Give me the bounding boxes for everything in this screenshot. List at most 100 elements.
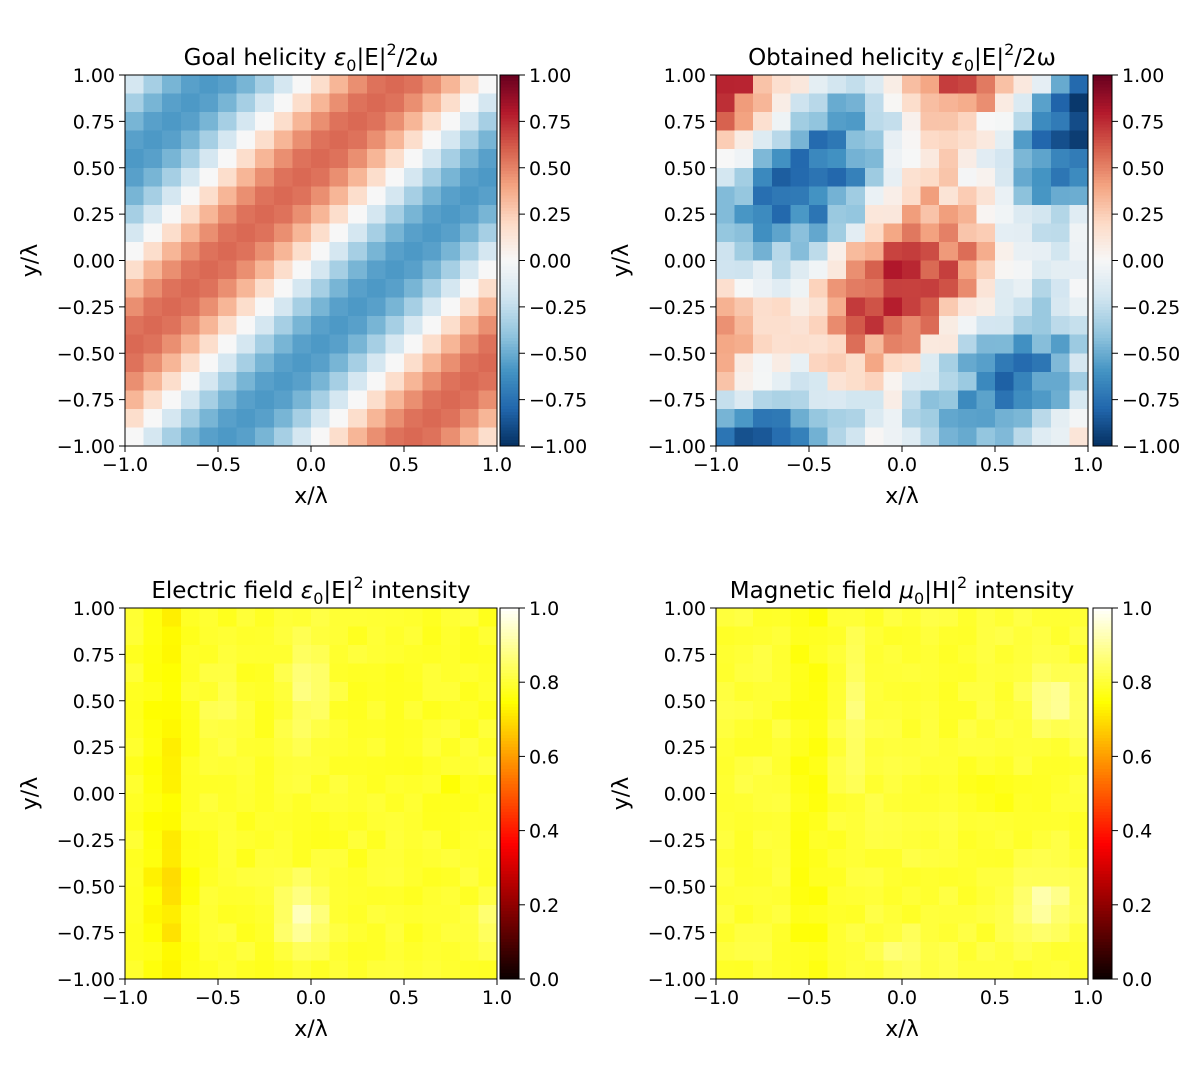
heatmap-cell xyxy=(255,93,275,113)
heatmap-cell xyxy=(734,353,754,373)
colorbar-segment xyxy=(500,430,519,435)
heatmap-cell xyxy=(218,941,237,961)
colorbar-segment xyxy=(500,719,519,723)
heatmap-cell xyxy=(236,112,256,132)
heatmap-cell xyxy=(846,390,866,410)
heatmap-cell xyxy=(422,719,442,739)
heatmap-cell xyxy=(790,279,810,298)
heatmap-cell xyxy=(1050,700,1070,720)
heatmap-cell xyxy=(273,719,293,739)
heatmap-cell xyxy=(883,737,903,757)
colorbar-segment xyxy=(1093,195,1112,200)
heatmap-cell xyxy=(329,774,349,794)
heatmap-cell xyxy=(864,867,884,887)
heatmap-cell xyxy=(883,663,903,683)
heatmap-cell xyxy=(292,241,312,261)
heatmap-cell xyxy=(827,112,847,132)
heatmap-cell xyxy=(273,626,293,646)
heatmap-cell xyxy=(1032,75,1052,94)
heatmap-cell xyxy=(1050,75,1070,94)
heatmap-cell xyxy=(846,867,866,887)
heatmap-cell xyxy=(1032,279,1052,298)
colorbar-segment xyxy=(1093,78,1112,82)
heatmap-cell xyxy=(329,353,349,373)
heatmap-cell xyxy=(995,608,1014,627)
colorbar-segment xyxy=(1093,356,1112,360)
heatmap-cell xyxy=(255,941,275,961)
heatmap-cell xyxy=(1032,626,1052,646)
heatmap-cell xyxy=(311,626,330,646)
heatmap-cell xyxy=(273,149,293,169)
heatmap-cell xyxy=(734,260,754,280)
colorbar-segment xyxy=(500,232,519,237)
heatmap-cell xyxy=(976,756,996,776)
heatmap-cell xyxy=(236,645,256,665)
heatmap-cell xyxy=(311,353,330,373)
heatmap-cell xyxy=(846,626,866,646)
y-tick-label: 0.50 xyxy=(664,158,706,180)
colorbar-segment xyxy=(500,765,519,770)
heatmap-cell xyxy=(162,408,182,428)
heatmap-cell xyxy=(218,812,237,831)
heatmap-cell xyxy=(790,353,810,373)
heatmap-cell xyxy=(218,923,237,943)
heatmap-cell xyxy=(902,204,921,224)
heatmap-cell xyxy=(311,241,330,261)
colorbar-segment xyxy=(1093,331,1112,336)
colorbar-segment xyxy=(500,427,519,432)
colorbar-segment xyxy=(500,793,519,798)
heatmap-cell xyxy=(441,186,461,206)
colorbar-segment xyxy=(1093,105,1112,110)
colorbar-segment xyxy=(500,889,519,893)
heatmap-cell xyxy=(311,390,330,410)
colorbar-segment xyxy=(500,297,519,302)
heatmap-cell xyxy=(348,830,368,850)
colorbar-segment xyxy=(1093,759,1112,764)
heatmap-cell xyxy=(311,204,330,224)
heatmap-cell xyxy=(180,75,200,94)
heatmap-cell xyxy=(995,186,1014,206)
heatmap-cell xyxy=(459,334,479,354)
heatmap-cell xyxy=(218,204,237,224)
heatmap-cell xyxy=(478,408,498,428)
heatmap-cell xyxy=(827,756,847,776)
heatmap-cell xyxy=(902,93,921,113)
heatmap-cell xyxy=(273,130,293,150)
colorbar-segment xyxy=(1093,149,1112,153)
heatmap-cell xyxy=(846,923,866,943)
heatmap-cell xyxy=(809,223,828,243)
heatmap-cell xyxy=(939,960,959,980)
heatmap-cell xyxy=(1050,626,1070,646)
colorbar-segment xyxy=(500,672,519,677)
heatmap-cell xyxy=(125,608,144,627)
y-tick-label: −0.25 xyxy=(57,297,115,319)
colorbar-segment xyxy=(500,648,519,652)
y-tick-label: 0.25 xyxy=(664,737,706,759)
heatmap-cell xyxy=(920,279,940,298)
colorbar-segment xyxy=(1093,96,1112,101)
heatmap-cell xyxy=(292,260,312,280)
heatmap-cell xyxy=(771,608,791,627)
colorbar-segment xyxy=(500,842,519,847)
heatmap-cell xyxy=(162,130,182,150)
heatmap-cell xyxy=(404,204,423,224)
heatmap-cell xyxy=(753,756,773,776)
colorbar-tick-label: 0.0 xyxy=(529,969,559,991)
heatmap-cell xyxy=(1032,112,1052,132)
heatmap-cell xyxy=(162,371,182,391)
heatmap-cell xyxy=(273,75,293,94)
colorbar-segment xyxy=(500,393,519,398)
heatmap-cell xyxy=(883,941,903,961)
heatmap-cell xyxy=(1069,682,1089,702)
heatmap-cell xyxy=(809,793,828,813)
heatmap-cell xyxy=(236,149,256,169)
heatmap-cell xyxy=(939,167,959,187)
heatmap-cell xyxy=(939,408,959,428)
heatmap-cell xyxy=(180,241,200,261)
heatmap-cell xyxy=(939,223,959,243)
heatmap-cell xyxy=(292,297,312,317)
heatmap-cell xyxy=(846,719,866,739)
colorbar-segment xyxy=(1093,130,1112,135)
heatmap-cell xyxy=(255,167,275,187)
heatmap-cell xyxy=(883,204,903,224)
